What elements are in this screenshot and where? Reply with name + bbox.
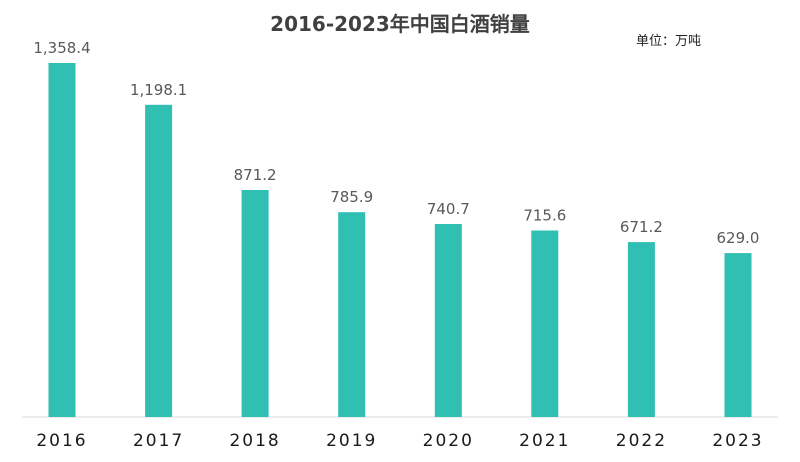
value-label-2020: 740.7 (427, 200, 470, 218)
bar-2018 (241, 190, 269, 417)
x-tick-label-2020: 2020 (423, 431, 474, 451)
unit-label: 单位：万吨 (636, 34, 702, 49)
x-tick-label-2019: 2019 (326, 431, 377, 451)
value-label-2019: 785.9 (330, 188, 373, 206)
bar-2020 (434, 224, 462, 417)
bar-2016 (48, 63, 76, 417)
value-label-2016: 1,358.4 (33, 39, 90, 57)
x-tick-label-2021: 2021 (519, 431, 570, 451)
value-label-2022: 671.2 (620, 218, 663, 236)
value-label-2023: 629.0 (717, 229, 760, 247)
bar-2022 (627, 242, 655, 417)
x-tick-label-2017: 2017 (133, 431, 184, 451)
value-label-2021: 715.6 (523, 207, 566, 225)
bar-2023 (724, 253, 752, 417)
bar-2019 (338, 212, 366, 417)
x-tick-label-2016: 2016 (36, 431, 87, 451)
value-label-2017: 1,198.1 (130, 81, 187, 99)
x-tick-label-2023: 2023 (712, 431, 763, 451)
chart-title: 2016-2023年中国白酒销量 (270, 12, 530, 36)
bar-2017 (145, 104, 173, 418)
x-tick-label-2022: 2022 (616, 431, 667, 451)
bar-2021 (531, 230, 559, 417)
x-tick-label-2018: 2018 (229, 431, 280, 451)
value-label-2018: 871.2 (234, 166, 277, 184)
